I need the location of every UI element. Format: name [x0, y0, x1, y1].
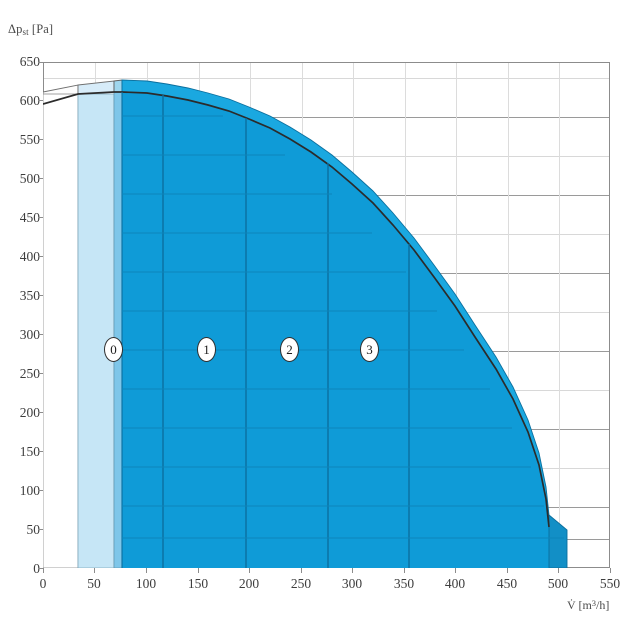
y-tick-label: 200: [19, 405, 40, 420]
step-marker-2[interactable]: 2: [280, 337, 299, 362]
y-tick-label: 250: [19, 366, 40, 381]
band-step0-body: [43, 93, 79, 568]
y-tick-label: 100: [19, 483, 40, 498]
gridline-horizontal: [44, 117, 609, 118]
y-axis-title: Δpst [Pa]: [8, 22, 53, 37]
x-axis-title: V̇ [m3/h]: [567, 598, 609, 613]
x-tickmark: [146, 568, 147, 573]
x-tickmark: [455, 568, 456, 573]
y-tickmark: [38, 334, 43, 335]
y-axis-title-unit: [Pa]: [28, 22, 54, 36]
gridline-horizontal: [44, 78, 609, 79]
x-tickmark: [507, 568, 508, 573]
band-transition-body: [113, 91, 123, 568]
y-tick-label: 600: [19, 93, 40, 108]
y-tickmark: [38, 139, 43, 140]
step-marker-1[interactable]: 1: [197, 337, 216, 362]
x-tick-label: 100: [135, 576, 157, 591]
x-tick-label: 0: [39, 576, 47, 591]
y-tick-label: 450: [19, 210, 40, 225]
y-tick-label: 350: [19, 288, 40, 303]
x-tick-label: 400: [444, 576, 466, 591]
y-tick-label: 50: [26, 522, 41, 537]
y-tick-label: 400: [19, 249, 40, 264]
y-tick-label: 650: [19, 54, 40, 69]
x-tick-label: 500: [547, 576, 569, 591]
x-tick-label: 50: [87, 576, 101, 591]
x-tickmark: [404, 568, 405, 573]
y-tickmark: [38, 490, 43, 491]
x-tickmark: [249, 568, 250, 573]
y-tickmark: [38, 373, 43, 374]
y-tick-label: 150: [19, 444, 40, 459]
x-tick-label: 200: [238, 576, 260, 591]
operating-region-fill: [122, 92, 549, 568]
x-axis-title-unit: /h]: [596, 598, 610, 612]
x-tickmark: [610, 568, 611, 573]
step-marker-3[interactable]: 3: [360, 337, 379, 362]
x-tick-label: 550: [599, 576, 621, 591]
y-tickmark: [38, 100, 43, 101]
y-tick-label: 550: [19, 132, 40, 147]
x-axis-title-base: V̇ [m: [567, 598, 592, 612]
y-tickmark: [38, 568, 43, 569]
y-tickmark: [38, 529, 43, 530]
operating-region-right-face: [548, 514, 568, 568]
band-transition-top-face: [113, 79, 123, 93]
x-tickmark: [198, 568, 199, 573]
performance-region: [43, 79, 568, 568]
x-tick-label: 350: [393, 576, 415, 591]
x-tick-label: 450: [496, 576, 518, 591]
y-tickmark: [38, 178, 43, 179]
band-step0-active-body: [77, 93, 115, 568]
y-axis-title-subscript: st: [22, 27, 29, 37]
x-tickmark: [352, 568, 353, 573]
y-tickmark: [38, 451, 43, 452]
x-tick-label: 300: [341, 576, 363, 591]
x-axis-title-superscript: 3: [591, 598, 597, 608]
y-tickmark: [38, 217, 43, 218]
y-axis-title-base: Δp: [8, 22, 23, 36]
gridline-vertical: [508, 63, 509, 567]
x-tick-label: 150: [187, 576, 209, 591]
x-tickmark: [301, 568, 302, 573]
y-tickmark: [38, 256, 43, 257]
y-tick-label: 500: [19, 171, 40, 186]
y-tick-label: 0: [33, 561, 40, 576]
x-tickmark: [43, 568, 44, 573]
y-tick-label: 300: [19, 327, 40, 342]
y-tickmark: [38, 412, 43, 413]
x-tickmark: [558, 568, 559, 573]
y-tickmark: [38, 62, 43, 63]
step-marker-0[interactable]: 0: [104, 337, 123, 362]
y-tickmark: [38, 295, 43, 296]
x-tickmark: [94, 568, 95, 573]
x-tick-label: 250: [290, 576, 312, 591]
max-pressure-curve: [43, 91, 550, 528]
gridline-vertical: [559, 63, 560, 567]
